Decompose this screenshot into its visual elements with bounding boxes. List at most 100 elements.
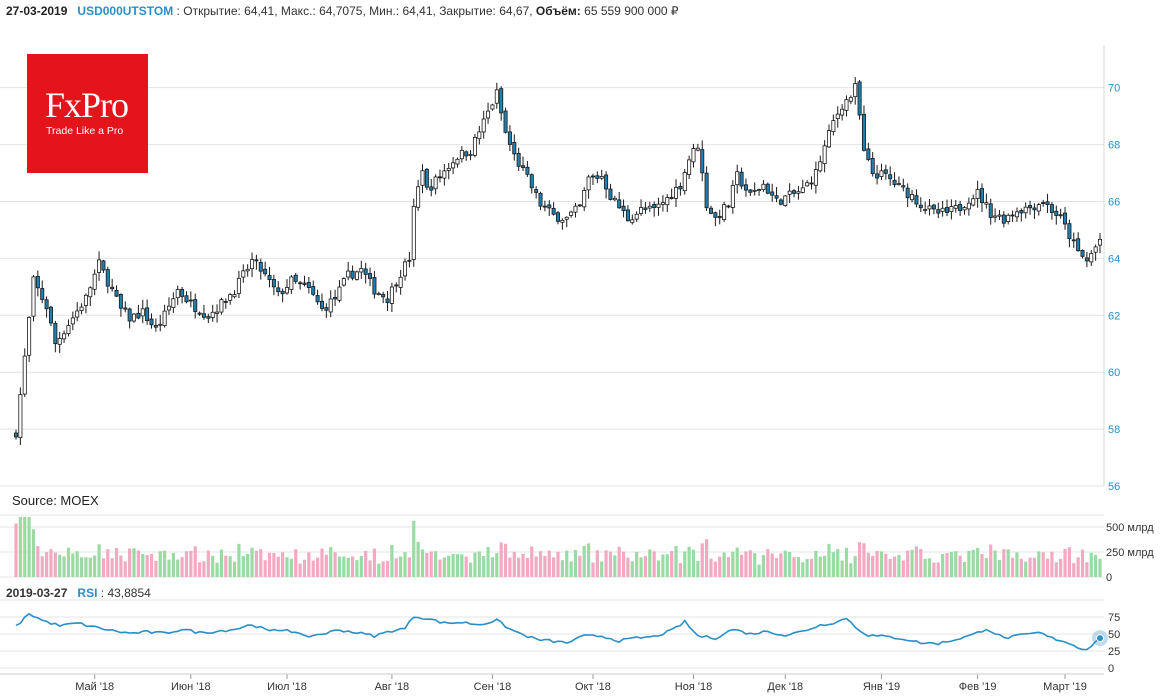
volume-bar bbox=[635, 551, 639, 577]
volume-bar bbox=[490, 557, 495, 577]
volume-bar bbox=[154, 560, 158, 577]
volume-bar bbox=[219, 549, 224, 577]
volume-bar bbox=[141, 553, 145, 577]
volume-bar bbox=[586, 543, 591, 577]
candle-body bbox=[809, 182, 814, 185]
candle-body bbox=[901, 185, 906, 188]
candle-body bbox=[586, 176, 591, 191]
candle-body bbox=[796, 191, 801, 194]
rsi-label[interactable]: RSI bbox=[77, 586, 98, 600]
volume-bar bbox=[58, 554, 62, 577]
rsi-tick-label: 50 bbox=[1108, 629, 1120, 641]
price-tick-label: 66 bbox=[1108, 196, 1120, 208]
volume-bar bbox=[871, 555, 875, 577]
volume-bar bbox=[836, 549, 840, 577]
price-tick-label: 70 bbox=[1108, 83, 1120, 95]
candle-body bbox=[236, 277, 241, 294]
candle-body bbox=[813, 169, 818, 186]
volume-bar bbox=[565, 550, 569, 577]
candle-body bbox=[1032, 207, 1037, 211]
volume-bar bbox=[180, 557, 184, 577]
volume-bar bbox=[123, 561, 127, 577]
volume-bar bbox=[613, 555, 617, 577]
candle-body bbox=[341, 278, 346, 286]
volume-bar bbox=[259, 549, 263, 577]
candle-body bbox=[831, 120, 836, 132]
candle-body bbox=[669, 196, 674, 199]
x-tick-label: Март '19 bbox=[1043, 681, 1087, 693]
candle-body bbox=[945, 207, 950, 213]
volume-bar bbox=[44, 551, 49, 577]
volume-bar bbox=[1089, 552, 1093, 577]
candle-body bbox=[743, 184, 748, 191]
volume-bar bbox=[464, 556, 468, 577]
candle-body bbox=[472, 136, 477, 156]
volume-bar bbox=[499, 542, 503, 577]
candle-body bbox=[328, 298, 333, 313]
candle-body bbox=[57, 338, 62, 345]
volume-bar bbox=[1072, 563, 1076, 577]
candle-body bbox=[1076, 238, 1081, 252]
candle-body bbox=[363, 268, 368, 275]
volume-bar bbox=[1006, 549, 1010, 577]
candle-body bbox=[988, 203, 993, 218]
candle-body bbox=[507, 131, 512, 145]
candle-body bbox=[1006, 214, 1011, 222]
volume-bar bbox=[359, 555, 363, 577]
candle-body bbox=[547, 204, 552, 209]
candle-body bbox=[870, 158, 875, 174]
candle-body bbox=[245, 268, 250, 272]
volume-bar bbox=[1063, 548, 1067, 577]
candle-body bbox=[612, 197, 617, 201]
candle-body bbox=[866, 148, 871, 160]
candle-body bbox=[83, 294, 88, 306]
candle-body bbox=[971, 198, 976, 206]
candle-body bbox=[149, 318, 154, 326]
candle-body bbox=[494, 89, 499, 104]
low-value: 64,41 bbox=[402, 4, 433, 18]
candle-body bbox=[1041, 202, 1046, 205]
volume-bar bbox=[342, 556, 346, 577]
candle-body bbox=[1084, 257, 1089, 262]
candle-body bbox=[66, 325, 71, 335]
volume-bar bbox=[936, 562, 940, 577]
candle-body bbox=[385, 298, 390, 304]
candle-body bbox=[280, 290, 285, 295]
volume-bar bbox=[377, 563, 381, 577]
volume-bar bbox=[739, 554, 744, 577]
candle-body bbox=[630, 219, 635, 224]
candle-body bbox=[1054, 210, 1059, 216]
volume-bar bbox=[788, 551, 792, 577]
candle-body bbox=[293, 274, 298, 282]
volume-bar bbox=[27, 517, 31, 577]
candle-body bbox=[1063, 212, 1068, 225]
volume-bar bbox=[364, 550, 368, 577]
x-tick-label: Авг '18 bbox=[375, 681, 410, 693]
volume-bar bbox=[495, 553, 499, 577]
volume-bar bbox=[569, 561, 573, 577]
volume-bar bbox=[176, 559, 180, 577]
x-tick-label: Янв '19 bbox=[863, 681, 900, 693]
volume-bar bbox=[281, 552, 285, 577]
candle-body bbox=[180, 289, 185, 297]
volume-bar bbox=[407, 557, 411, 577]
candle-body bbox=[1045, 201, 1050, 206]
volume-bar bbox=[215, 562, 219, 577]
candle-body bbox=[48, 306, 53, 324]
volume-bar bbox=[315, 557, 320, 577]
candle-body bbox=[1019, 210, 1024, 214]
candle-body bbox=[560, 219, 565, 223]
candle-body bbox=[394, 284, 399, 287]
candle-body bbox=[778, 199, 783, 205]
volume-bar bbox=[722, 552, 726, 577]
ticker-symbol[interactable]: USD000UTSTOM bbox=[77, 4, 174, 18]
volume-bar bbox=[250, 547, 254, 577]
candle-body bbox=[783, 195, 788, 206]
candle-body bbox=[1093, 246, 1098, 253]
volume-bar bbox=[114, 548, 119, 577]
volume-bar bbox=[661, 554, 665, 577]
candle-body bbox=[258, 262, 263, 272]
candle-body bbox=[376, 293, 381, 296]
candle-body bbox=[682, 172, 687, 192]
